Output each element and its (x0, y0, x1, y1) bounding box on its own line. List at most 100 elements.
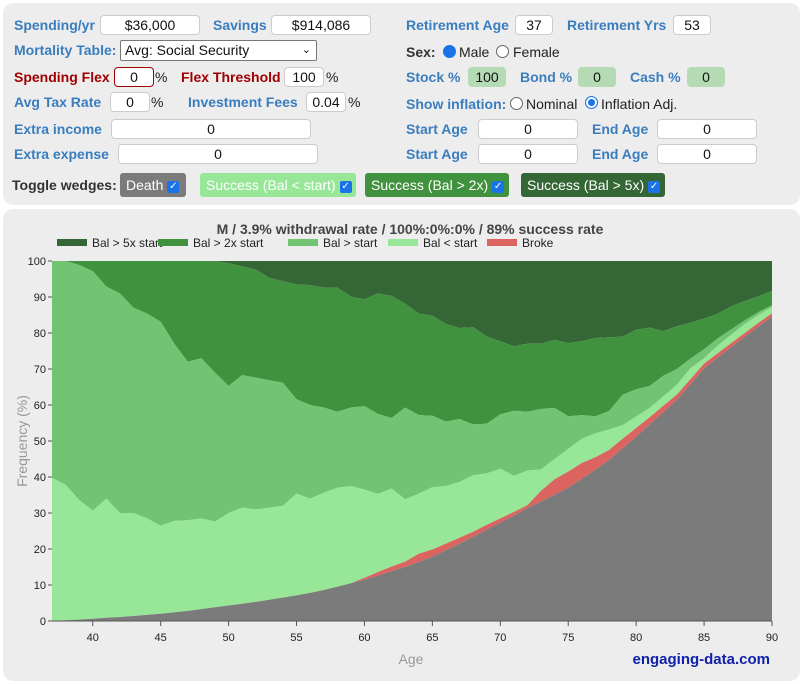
percent-sign: % (326, 69, 339, 85)
legend-label: Bal > 5x start (92, 236, 163, 250)
y-axis-label: Frequency (%) (14, 395, 30, 487)
x-axis-label: Age (399, 651, 424, 667)
toggle-success-2x[interactable]: Success (Bal > 2x) ✓ (365, 173, 509, 197)
expense-start-age-label: Start Age (406, 146, 468, 162)
toggle-success-5x-label: Success (Bal > 5x) (527, 177, 645, 193)
site-credit[interactable]: engaging-data.com (632, 651, 770, 668)
toggle-death-label: Death (126, 177, 164, 193)
x-tick-label: 75 (562, 632, 574, 644)
checkbox-icon[interactable]: ✓ (492, 181, 505, 193)
cash-input[interactable]: 0 (687, 67, 725, 87)
tax-input[interactable]: 0 (110, 92, 150, 112)
chevron-down-icon: ⌄ (301, 44, 311, 56)
legend-item-broke: Broke (487, 236, 554, 250)
spending-flex-input[interactable]: 0 (114, 67, 154, 87)
legend-label: Broke (522, 236, 554, 250)
y-tick-label: 20 (34, 544, 46, 556)
inflation-adj-label: Inflation Adj. (601, 96, 678, 112)
checkbox-icon[interactable]: ✓ (339, 181, 352, 193)
savings-label: Savings (213, 17, 267, 33)
retirement-yrs-input[interactable]: 53 (673, 15, 711, 35)
x-tick-label: 45 (155, 632, 167, 644)
toggle-success-2x-label: Success (Bal > 2x) (371, 177, 489, 193)
y-tick-label: 40 (34, 472, 46, 484)
legend-swatch (57, 239, 87, 246)
retirement-age-input[interactable]: 37 (515, 15, 553, 35)
legend-item-bal-2x-start: Bal > 2x start (158, 236, 264, 250)
legend-label: Bal < start (423, 236, 478, 250)
legend-swatch (487, 239, 517, 246)
expense-start-age-input[interactable]: 0 (478, 144, 578, 164)
retirement-yrs-label: Retirement Yrs (567, 17, 667, 33)
legend-label: Bal > start (323, 236, 378, 250)
bond-input[interactable]: 0 (578, 67, 616, 87)
sex-female-radio[interactable] (496, 45, 509, 58)
extra-income-label: Extra income (14, 121, 102, 137)
extra-income-input[interactable]: 0 (111, 119, 311, 139)
legend-item-bal-5x-start: Bal > 5x start (57, 236, 163, 250)
checkbox-icon[interactable]: ✓ (167, 181, 180, 193)
y-tick-label: 30 (34, 508, 46, 520)
y-tick-label: 80 (34, 328, 46, 340)
legend-swatch (388, 239, 418, 246)
sex-label: Sex: (406, 44, 436, 60)
toggle-wedges-label: Toggle wedges: (12, 177, 117, 193)
fees-label: Investment Fees (188, 94, 298, 110)
area-bal-5x-start (52, 261, 772, 347)
legend-label: Bal > 2x start (193, 236, 264, 250)
percent-sign: % (151, 94, 164, 110)
toggle-success-below-start[interactable]: Success (Bal < start) ✓ (200, 173, 356, 197)
legend: Bal > 5x start Bal > 2x start Bal > start B… (57, 236, 554, 250)
mortality-value: Avg: Social Security (125, 42, 250, 58)
toggle-success-5x[interactable]: Success (Bal > 5x) ✓ (521, 173, 665, 197)
income-end-age-input[interactable]: 0 (657, 119, 757, 139)
mortality-select[interactable]: Avg: Social Security ⌄ (120, 40, 317, 61)
y-tick-label: 70 (34, 364, 46, 376)
fees-input[interactable]: 0.04 (306, 92, 346, 112)
percent-sign: % (155, 69, 168, 85)
extra-expense-input[interactable]: 0 (118, 144, 318, 164)
inflation-adj-radio[interactable] (585, 96, 598, 109)
spending-input[interactable]: $36,000 (100, 15, 200, 35)
checkbox-icon[interactable]: ✓ (648, 181, 661, 193)
bond-label: Bond % (520, 69, 573, 85)
spending-label: Spending/yr (14, 17, 95, 33)
x-tick-label: 85 (698, 632, 710, 644)
inflation-label: Show inflation: (406, 96, 507, 112)
axes: 0 10 20 30 40 50 60 70 80 90 100 40 45 50 55 60 65 70 75 80… (28, 256, 778, 644)
legend-item-bal-start: Bal < start (388, 236, 478, 250)
income-end-age-label: End Age (592, 121, 649, 137)
mortality-label: Mortality Table: (14, 42, 117, 58)
area-death (52, 316, 772, 621)
y-tick-label: 10 (34, 580, 46, 592)
income-start-age-label: Start Age (406, 121, 468, 137)
x-tick-label: 55 (290, 632, 302, 644)
percent-sign: % (348, 94, 361, 110)
legend-swatch (158, 239, 188, 246)
sex-male-label: Male (459, 44, 490, 60)
sex-male-radio[interactable] (443, 45, 456, 58)
y-tick-label: 100 (28, 256, 46, 268)
stock-input[interactable]: 100 (468, 67, 506, 87)
x-tick-label: 80 (630, 632, 642, 644)
toggle-death[interactable]: Death ✓ (120, 173, 186, 197)
chart-title: M / 3.9% withdrawal rate / 100%:0%:0% / … (217, 221, 604, 237)
x-tick-label: 90 (766, 632, 778, 644)
legend-swatch (288, 239, 318, 246)
flex-threshold-input[interactable]: 100 (284, 67, 324, 87)
y-tick-label: 90 (34, 292, 46, 304)
area-bal-start (52, 307, 772, 621)
area-broke (52, 313, 772, 621)
legend-item-bal-start: Bal > start (288, 236, 378, 250)
flex-threshold-label: Flex Threshold (181, 69, 281, 85)
x-tick-label: 50 (222, 632, 234, 644)
tax-label: Avg Tax Rate (14, 94, 102, 110)
expense-end-age-input[interactable]: 0 (657, 144, 757, 164)
inflation-nominal-radio[interactable] (510, 97, 523, 110)
extra-expense-label: Extra expense (14, 146, 109, 162)
cash-label: Cash % (630, 69, 681, 85)
area-bal-start (52, 261, 772, 526)
savings-input[interactable]: $914,086 (271, 15, 371, 35)
income-start-age-input[interactable]: 0 (478, 119, 578, 139)
